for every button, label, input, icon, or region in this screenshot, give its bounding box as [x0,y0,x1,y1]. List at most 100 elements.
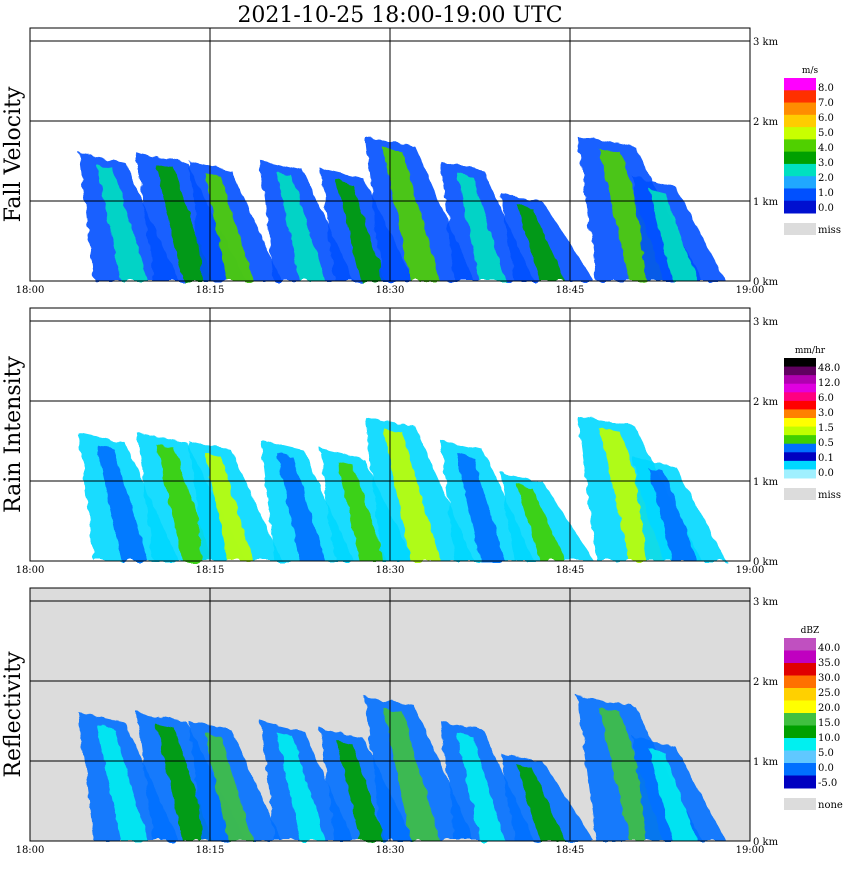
panel-fall-velocity: 18:00 18:15 18:30 18:45 19:000 km 1 km 2 km 3 k… [1,27,841,296]
echo-cell [260,160,354,281]
colorbar-label: 48.0 [818,363,840,374]
echo-core [383,708,441,841]
colorbar-swatch [784,188,816,202]
colorbar-swatch [784,375,816,385]
echo-cell [260,720,354,841]
echo-cell [188,160,282,281]
colorbar-swatch [784,358,816,368]
echo-core [155,724,213,841]
colorbar-swatch [784,426,816,436]
colorbar-swatch [784,139,816,153]
colorbar-swatch [784,400,816,410]
colorbar-swatch [784,366,816,376]
y-tick-label: 3 km [753,37,779,48]
colorbar-label: 6.0 [818,393,834,404]
x-tick-label: 18:00 [16,285,45,296]
colorbar-swatch [784,452,816,462]
panel-rain-intensity: 18:00 18:15 18:30 18:45 19:000 km 1 km 2 km 3 k… [1,307,841,576]
colorbar-label: 1.0 [818,188,834,199]
y-tick-label: 0 km [753,557,779,568]
echo-cell [632,456,726,561]
x-tick-label: 18:15 [196,285,225,296]
echo-core [383,148,441,281]
colorbar-label: 4.0 [818,143,834,154]
colorbar-label: 0.0 [818,203,834,214]
chart-title: 2021-10-25 18:00-19:00 UTC [237,3,562,28]
colorbar-miss-swatch [784,798,816,810]
colorbar-label: 6.0 [818,113,834,124]
echo-core [155,164,213,281]
colorbar-swatch [784,78,816,91]
colorbar-label: 10.0 [818,733,840,744]
colorbar-swatch [784,775,816,789]
colorbar-swatch [784,409,816,419]
colorbar-label: 25.0 [818,688,840,699]
y-axis-label: Rain Intensity [1,355,26,512]
echo-cell [500,192,594,281]
colorbar-miss-label: none [818,800,843,811]
echo-core [648,468,698,561]
colorbar-swatch [784,443,816,453]
colorbar-label: 2.0 [818,173,834,184]
echo-core [276,452,326,561]
colorbar: mm/hr 48.0 12.0 6.0 3.0 1.5 0.5 0.1 0.0 miss [784,346,841,501]
colorbar-swatch [784,418,816,428]
colorbar-label: 0.5 [818,438,834,449]
x-tick-label: 18:00 [16,845,45,856]
colorbar-swatch [784,725,816,739]
echo-core [204,452,254,561]
echo-core [96,164,149,281]
colorbar-swatch [784,127,816,140]
colorbar-unit: dBZ [801,626,820,636]
colorbar-swatch [784,750,816,764]
colorbar-label: 0.0 [818,468,834,479]
echo-core [648,188,698,281]
colorbar-swatch [784,713,816,726]
echo-cell [364,416,474,561]
x-tick-label: 19:00 [736,845,765,856]
colorbar-label: 0.1 [818,453,834,464]
colorbar-label: 5.0 [818,128,834,139]
colorbar-label: 40.0 [818,643,840,654]
echo-core [204,172,254,281]
echo-core [383,428,441,561]
y-axis-label: Fall Velocity [1,86,26,222]
echo-core [456,452,506,561]
plot-frame [29,307,751,562]
colorbar-label: 7.0 [818,98,834,109]
x-tick-label: 18:15 [196,845,225,856]
echo-core [276,172,326,281]
colorbar-label: 0.0 [818,763,834,774]
x-tick-label: 18:00 [16,565,45,576]
echo-cell [632,736,726,841]
y-axis-label: Reflectivity [1,651,26,778]
colorbar-miss-swatch [784,488,816,500]
colorbar-swatch [784,392,816,402]
colorbar-swatch [784,151,816,165]
echo-core [96,724,149,841]
colorbar-swatch [784,163,816,177]
colorbar-swatch [784,738,816,751]
colorbar-swatch [784,176,816,189]
colorbar-label: 20.0 [818,703,840,714]
echo-cell [500,472,594,561]
colorbar-unit: mm/hr [795,346,826,356]
colorbar-label: 8.0 [818,83,834,94]
colorbar-swatch [784,688,816,701]
colorbar-swatch [784,200,816,214]
x-tick-label: 18:30 [376,845,405,856]
y-tick-label: 1 km [753,757,779,768]
colorbar-swatch [784,700,816,714]
echo-core [516,484,566,561]
colorbar-swatch [784,638,816,651]
colorbar-label: 12.0 [818,378,840,389]
y-tick-label: 2 km [753,677,779,688]
y-tick-label: 1 km [753,477,779,488]
plot-frame [29,27,751,282]
colorbar-swatch [784,383,816,393]
x-tick-label: 18:45 [556,565,585,576]
y-tick-label: 3 km [753,597,779,608]
x-tick-label: 18:30 [376,285,405,296]
colorbar-swatch [784,763,816,776]
echo-core [155,444,213,561]
